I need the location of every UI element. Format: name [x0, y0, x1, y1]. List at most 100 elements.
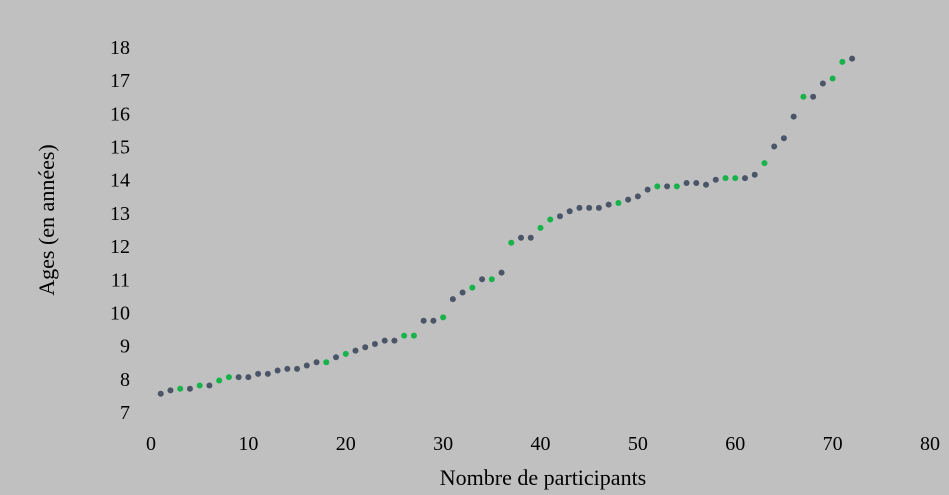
- data-point: [479, 276, 486, 283]
- data-point: [157, 390, 164, 397]
- data-point: [518, 234, 525, 241]
- y-tick-label: 17: [110, 70, 130, 92]
- data-point: [634, 193, 641, 200]
- data-point: [216, 377, 223, 384]
- data-point: [362, 344, 369, 351]
- x-axis-title: Nombre de participants: [440, 465, 647, 490]
- data-point: [206, 382, 213, 389]
- data-point: [595, 204, 602, 211]
- data-point: [683, 180, 690, 187]
- data-point: [449, 296, 456, 303]
- data-point: [810, 93, 817, 100]
- data-point: [703, 181, 710, 188]
- data-point: [488, 276, 495, 283]
- y-axis-title: Ages (en années): [34, 144, 59, 296]
- x-tick-label: 70: [823, 433, 843, 455]
- data-points: [157, 55, 856, 397]
- x-tick-label: 0: [146, 433, 156, 455]
- data-point: [566, 208, 573, 215]
- data-point: [264, 370, 271, 377]
- data-point: [771, 143, 778, 150]
- data-point: [644, 186, 651, 193]
- data-point: [800, 93, 807, 100]
- data-point: [576, 204, 583, 211]
- data-point: [323, 359, 330, 366]
- data-point: [401, 332, 408, 339]
- data-point: [303, 362, 310, 369]
- data-point: [654, 183, 661, 190]
- data-point: [761, 160, 768, 167]
- data-point: [469, 284, 476, 291]
- data-point: [664, 183, 671, 190]
- data-point: [196, 382, 203, 389]
- x-tick-label: 50: [628, 433, 648, 455]
- y-tick-label: 11: [111, 269, 130, 291]
- data-point: [410, 332, 417, 339]
- x-tick-label: 30: [433, 433, 453, 455]
- data-point: [780, 135, 787, 142]
- x-tick-label: 20: [336, 433, 356, 455]
- data-point: [625, 196, 632, 203]
- data-point: [255, 370, 262, 377]
- data-point: [556, 213, 563, 220]
- data-point: [294, 365, 301, 372]
- data-point: [849, 55, 856, 62]
- data-point: [284, 365, 291, 372]
- y-tick-label: 14: [110, 170, 130, 192]
- y-tick-label: 9: [120, 336, 130, 358]
- x-tick-label: 40: [531, 433, 551, 455]
- data-point: [751, 171, 758, 178]
- data-point: [732, 175, 739, 182]
- data-point: [177, 385, 184, 392]
- x-axis-ticks: 0 10 20 30 40 50 60 70 80: [146, 433, 940, 455]
- y-tick-label: 12: [110, 236, 130, 258]
- y-tick-label: 13: [110, 203, 130, 225]
- data-point: [741, 175, 748, 182]
- data-point: [333, 354, 340, 361]
- data-point: [790, 113, 797, 120]
- data-point: [313, 359, 320, 366]
- data-point: [420, 317, 427, 324]
- data-point: [527, 234, 534, 241]
- data-point: [819, 80, 826, 87]
- x-tick-label: 80: [920, 433, 940, 455]
- data-point: [839, 58, 846, 65]
- y-tick-label: 16: [110, 103, 130, 125]
- x-tick-label: 60: [725, 433, 745, 455]
- y-tick-label: 7: [120, 402, 130, 424]
- data-point: [235, 374, 242, 381]
- data-point: [274, 367, 281, 374]
- data-point: [547, 216, 554, 223]
- y-tick-label: 15: [110, 137, 130, 159]
- data-point: [537, 224, 544, 231]
- data-point: [508, 239, 515, 246]
- data-point: [586, 204, 593, 211]
- data-point: [722, 175, 729, 182]
- y-tick-label: 8: [120, 369, 130, 391]
- data-point: [440, 314, 447, 321]
- data-point: [381, 337, 388, 344]
- data-point: [693, 180, 700, 187]
- data-point: [245, 374, 252, 381]
- data-point: [430, 317, 437, 324]
- data-point: [371, 340, 378, 347]
- x-tick-label: 10: [238, 433, 258, 455]
- data-point: [225, 374, 232, 381]
- data-point: [829, 75, 836, 82]
- data-point: [186, 385, 193, 392]
- data-point: [459, 289, 466, 296]
- data-point: [673, 183, 680, 190]
- data-point: [342, 350, 349, 357]
- data-point: [167, 387, 174, 394]
- y-tick-label: 18: [110, 37, 130, 59]
- data-point: [498, 269, 505, 276]
- data-point: [391, 337, 398, 344]
- data-point: [712, 176, 719, 183]
- y-tick-label: 10: [110, 302, 130, 324]
- y-axis-ticks: 7 8 9 10 11 12 13 14 15 16 17 18: [110, 37, 130, 424]
- data-point: [352, 347, 359, 354]
- data-point: [615, 199, 622, 206]
